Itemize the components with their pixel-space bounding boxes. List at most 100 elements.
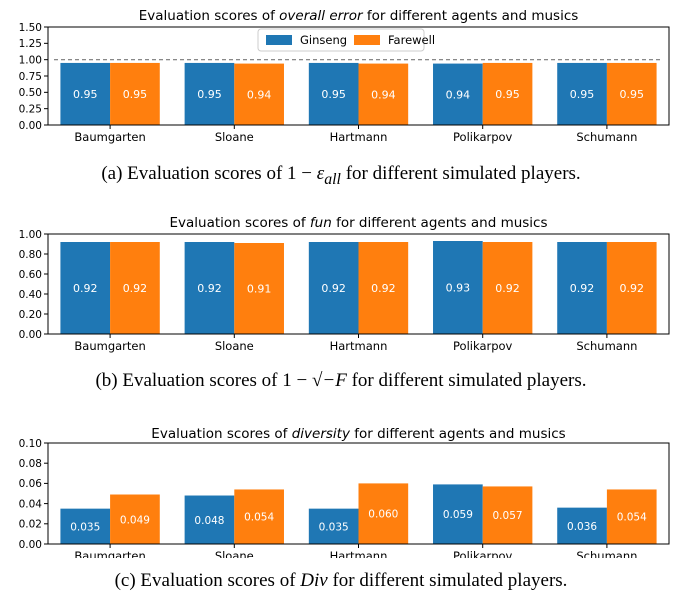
bar-value-label: 0.94 [247, 88, 272, 101]
bar-ginseng-polikarpov [433, 63, 483, 125]
bar-ginseng-schumann [557, 62, 607, 125]
y-tick-label: 0.08 [19, 458, 42, 470]
x-tick-label: Polikarpov [453, 130, 513, 144]
bar-value-label: 0.036 [567, 521, 597, 533]
y-tick-label: 0.02 [19, 519, 42, 531]
bar-ginseng-polikarpov [433, 484, 483, 544]
caption-a: (a) Evaluation scores of 1 − εall for di… [0, 163, 682, 189]
x-tick-label: Baumgarten [74, 130, 145, 144]
caption-c-post: for different simulated players. [327, 570, 568, 591]
bar-ginseng-hartmann [308, 508, 359, 544]
caption-c-math: Div [300, 570, 328, 591]
y-tick-label: 0.60 [19, 269, 42, 281]
caption-a-post: for different simulated players. [340, 163, 581, 184]
chart-diversity: Evaluation scores of diversity for diffe… [19, 426, 670, 558]
bar-farewell-polikarpov [482, 486, 533, 544]
y-tick-label: 0.75 [19, 71, 42, 83]
chart-fun: Evaluation scores of fun for different a… [19, 215, 670, 353]
bar-ginseng-sloane [184, 242, 235, 334]
x-tick-label: Schumann [576, 339, 637, 353]
x-tick-label: Schumann [576, 549, 637, 558]
bar-value-label: 0.92 [321, 282, 346, 295]
bar-value-label: 0.92 [123, 282, 148, 295]
y-tick-label: 0.80 [19, 249, 42, 261]
legend-label-ginseng: Ginseng [300, 33, 347, 47]
bar-farewell-baumgarten [110, 62, 160, 125]
x-tick-label: Polikarpov [453, 549, 513, 558]
bar-farewell-hartmann [358, 483, 409, 544]
bar-ginseng-baumgarten [60, 242, 111, 334]
bar-value-label: 0.95 [321, 88, 346, 101]
bar-value-label: 0.059 [443, 509, 473, 521]
y-tick-label: 1.25 [19, 38, 42, 50]
bar-farewell-polikarpov [482, 242, 533, 334]
y-tick-label: 1.00 [19, 54, 42, 66]
bar-value-label: 0.057 [493, 510, 523, 522]
bar-ginseng-hartmann [308, 62, 359, 125]
bar-farewell-baumgarten [110, 242, 160, 334]
y-tick-label: 0.10 [19, 438, 42, 450]
bar-ginseng-sloane [184, 495, 235, 544]
plot-frame [47, 442, 670, 545]
y-tick-label: 0.50 [19, 87, 42, 99]
bar-farewell-schumann [606, 489, 657, 544]
bar-value-label: 0.048 [194, 515, 224, 527]
x-tick-label: Sloane [215, 130, 254, 144]
x-tick-label: Polikarpov [453, 339, 513, 353]
bar-value-label: 0.92 [197, 282, 222, 295]
chart-title: Evaluation scores of diversity for diffe… [151, 426, 565, 442]
caption-a-math: ε [316, 163, 325, 184]
bar-ginseng-polikarpov [433, 241, 483, 334]
y-tick-label: 1.50 [19, 22, 42, 34]
x-tick-label: Hartmann [330, 549, 388, 558]
legend [257, 28, 425, 52]
bar-farewell-polikarpov [482, 62, 533, 125]
caption-a-sub: all [324, 170, 341, 188]
bar-value-label: 0.95 [73, 88, 98, 101]
y-tick-label: 0.06 [19, 478, 43, 490]
bar-ginseng-schumann [557, 507, 607, 544]
y-tick-label: 0.00 [19, 120, 42, 132]
caption-b-text: (b) Evaluation scores of 1 − [95, 370, 312, 391]
plot-frame [47, 26, 670, 126]
x-tick-label: Baumgarten [74, 549, 145, 558]
y-tick-label: 0.25 [19, 103, 42, 115]
bar-value-label: 0.92 [371, 282, 396, 295]
chart-overall-error: Evaluation scores of overall error for d… [19, 8, 670, 144]
bar-farewell-baumgarten [110, 494, 160, 544]
bar-farewell-schumann [606, 62, 657, 125]
bar-value-label: 0.054 [244, 512, 274, 524]
bar-farewell-sloane [234, 489, 284, 544]
y-tick-label: 0.04 [19, 498, 43, 510]
y-tick-label: 0.00 [19, 329, 42, 341]
caption-a-text: (a) Evaluation scores of 1 − [101, 163, 317, 184]
x-tick-label: Sloane [215, 549, 254, 558]
bar-value-label: 0.94 [446, 88, 471, 101]
plot-frame [47, 233, 670, 335]
bar-farewell-hartmann [358, 242, 409, 334]
bar-value-label: 0.95 [495, 88, 520, 101]
bar-value-label: 0.95 [619, 88, 644, 101]
caption-c: (c) Evaluation scores of Div for differe… [0, 570, 682, 592]
bar-farewell-sloane [234, 63, 284, 125]
bar-value-label: 0.95 [123, 88, 148, 101]
bar-farewell-schumann [606, 242, 657, 334]
bar-value-label: 0.035 [70, 521, 100, 533]
chart-title: Evaluation scores of overall error for d… [139, 8, 579, 24]
bar-ginseng-schumann [557, 242, 607, 334]
bar-value-label: 0.035 [319, 521, 349, 533]
bar-value-label: 0.054 [617, 512, 647, 524]
caption-b-post: for different simulated players. [346, 370, 587, 391]
caption-b: (b) Evaluation scores of 1 − √−F for dif… [0, 370, 682, 392]
bar-value-label: 0.95 [197, 88, 222, 101]
caption-c-text: (c) Evaluation scores of [114, 570, 301, 591]
y-tick-label: 1.00 [19, 229, 42, 241]
bar-value-label: 0.92 [570, 282, 595, 295]
bar-ginseng-baumgarten [60, 62, 111, 125]
bar-value-label: 0.92 [619, 282, 644, 295]
bar-farewell-hartmann [358, 63, 409, 125]
x-tick-label: Schumann [576, 130, 637, 144]
bar-value-label: 0.94 [371, 88, 396, 101]
x-tick-label: Sloane [215, 339, 254, 353]
bar-value-label: 0.91 [247, 283, 272, 296]
